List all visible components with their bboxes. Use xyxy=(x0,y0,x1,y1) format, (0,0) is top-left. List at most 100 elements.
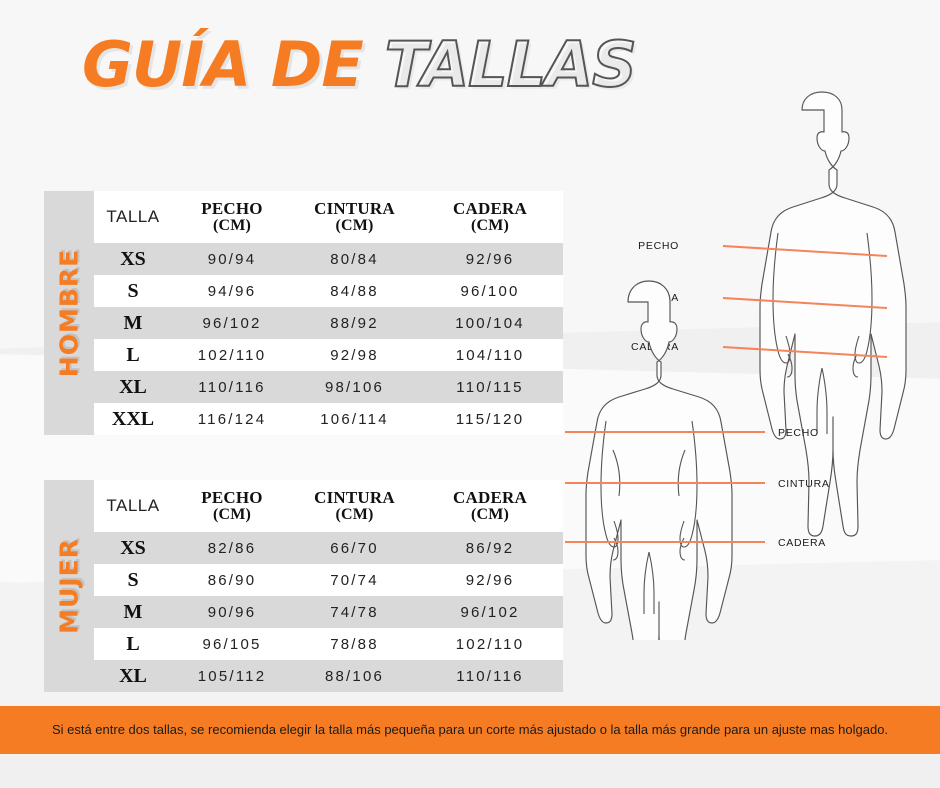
gender-tab-hombre: HOMBRE xyxy=(44,191,94,435)
body-figures-panel: PECHO CINTURA CADERA xyxy=(540,80,940,640)
footer-note-text: Si está entre dos tallas, se recomienda … xyxy=(51,722,889,738)
col-header-pecho: PECHO (CM) xyxy=(172,480,292,532)
col-header-pecho: PECHO (CM) xyxy=(172,191,292,243)
cell-pecho: 82/86 xyxy=(207,539,257,557)
cell-pecho: 94/96 xyxy=(207,282,257,300)
col-header-cadera-unit: (CM) xyxy=(470,505,510,523)
female-label-pecho: PECHO xyxy=(778,427,819,439)
cell-cintura: 74/78 xyxy=(330,603,379,621)
col-header-pecho-text: PECHO xyxy=(201,488,263,508)
female-label-cadera: CADERA xyxy=(778,537,826,549)
col-header-cintura-text: CINTURA xyxy=(314,488,395,508)
cell-size: M xyxy=(123,311,143,334)
cell-cadera: 96/102 xyxy=(460,603,520,621)
cell-pecho: 116/124 xyxy=(197,410,267,428)
col-header-talla: TALLA xyxy=(106,496,160,515)
col-header-cadera: CADERA (CM) xyxy=(417,480,563,532)
cell-cintura: 84/88 xyxy=(330,282,379,300)
cell-cintura: 106/114 xyxy=(320,410,389,428)
table-header-mujer: TALLA PECHO (CM) CINTURA (CM) CADERA (CM… xyxy=(94,480,563,532)
col-header-cadera-text: CADERA xyxy=(453,199,527,219)
col-header-pecho-text: PECHO xyxy=(201,199,263,219)
table-body-mujer: XS 82/86 66/70 86/92 S 86/90 70/74 92/96… xyxy=(94,532,563,692)
cell-size: XL xyxy=(119,375,147,398)
col-header-cintura: CINTURA (CM) xyxy=(292,480,417,532)
cell-size: XXL xyxy=(111,407,155,430)
cell-cadera: 110/116 xyxy=(456,667,524,685)
col-header-cintura-text: CINTURA xyxy=(314,199,395,219)
cell-cadera: 102/110 xyxy=(455,635,525,653)
table-mujer: TALLA PECHO (CM) CINTURA (CM) CADERA (CM… xyxy=(94,480,563,692)
col-header-pecho-unit: (CM) xyxy=(212,216,252,234)
cell-size: S xyxy=(127,568,139,591)
col-header-cadera-text: CADERA xyxy=(453,488,527,508)
cell-size: S xyxy=(127,279,139,302)
table-row: XL 105/112 88/106 110/116 xyxy=(94,660,563,692)
col-header-cintura: CINTURA (CM) xyxy=(292,191,417,243)
men-size-table-block: HOMBRE TALLA PECHO (CM) CINTURA (CM) xyxy=(44,191,563,435)
cell-cadera: 115/120 xyxy=(455,410,525,428)
table-row: M 96/102 88/92 100/104 xyxy=(94,307,563,339)
page-title: GUÍA DE TALLAS xyxy=(82,28,638,101)
table-row: L 96/105 78/88 102/110 xyxy=(94,628,563,660)
cell-size: L xyxy=(126,343,140,366)
table-body-hombre: XS 90/94 80/84 92/96 S 94/96 84/88 96/10… xyxy=(94,243,563,435)
gender-label-mujer: MUJER xyxy=(54,538,84,634)
cell-cadera: 110/115 xyxy=(456,378,524,396)
title-secondary: TALLAS xyxy=(384,28,638,101)
male-cadera-line xyxy=(722,346,888,358)
female-body-figure: PECHO CINTURA CADERA xyxy=(565,280,830,640)
table-row: S 94/96 84/88 96/100 xyxy=(94,275,563,307)
cell-pecho: 90/96 xyxy=(207,603,257,621)
table-row: S 86/90 70/74 92/96 xyxy=(94,564,563,596)
cell-cintura: 80/84 xyxy=(330,250,379,268)
cell-pecho: 110/116 xyxy=(198,378,266,396)
table-row: XL 110/116 98/106 110/115 xyxy=(94,371,563,403)
cell-size: L xyxy=(126,632,140,655)
table-row: M 90/96 74/78 96/102 xyxy=(94,596,563,628)
cell-pecho: 96/105 xyxy=(202,635,262,653)
male-pecho-line xyxy=(722,245,888,257)
male-label-pecho: PECHO xyxy=(638,240,679,252)
cell-cintura: 98/106 xyxy=(324,378,385,396)
women-size-table-block: MUJER TALLA PECHO (CM) CINTURA (CM) xyxy=(44,480,563,692)
col-header-pecho-unit: (CM) xyxy=(212,505,252,523)
table-hombre: TALLA PECHO (CM) CINTURA (CM) CADERA (CM… xyxy=(94,191,563,435)
cell-cintura: 92/98 xyxy=(330,346,379,364)
female-label-cintura: CINTURA xyxy=(778,478,830,490)
cell-size: XL xyxy=(119,664,147,687)
table-row: XXL 116/124 106/114 115/120 xyxy=(94,403,563,435)
cell-cadera: 100/104 xyxy=(455,314,525,332)
cell-cintura: 88/106 xyxy=(324,667,385,685)
col-header-talla: TALLA xyxy=(106,207,160,226)
cell-cadera: 92/96 xyxy=(465,571,515,589)
col-header-cadera: CADERA (CM) xyxy=(417,191,563,243)
cell-cintura: 78/88 xyxy=(330,635,379,653)
title-primary: GUÍA DE xyxy=(82,28,364,101)
cell-cadera: 104/110 xyxy=(455,346,525,364)
male-cintura-line xyxy=(722,297,888,309)
cell-cadera: 86/92 xyxy=(465,539,515,557)
footer-note-bar: Si está entre dos tallas, se recomienda … xyxy=(0,706,940,754)
cell-pecho: 90/94 xyxy=(207,250,257,268)
cell-cintura: 66/70 xyxy=(330,539,379,557)
cell-size: M xyxy=(123,600,143,623)
cell-cintura: 88/92 xyxy=(330,314,379,332)
table-header-hombre: TALLA PECHO (CM) CINTURA (CM) CADERA (CM… xyxy=(94,191,563,243)
col-header-cintura-unit: (CM) xyxy=(335,505,374,523)
col-header-cadera-unit: (CM) xyxy=(470,216,510,234)
cell-pecho: 96/102 xyxy=(202,314,262,332)
cell-pecho: 105/112 xyxy=(197,667,267,685)
table-row: XS 90/94 80/84 92/96 xyxy=(94,243,563,275)
cell-size: XS xyxy=(120,247,146,270)
cell-size: XS xyxy=(120,536,146,559)
cell-pecho: 86/90 xyxy=(207,571,257,589)
gender-tab-mujer: MUJER xyxy=(44,480,94,692)
table-row: XS 82/86 66/70 86/92 xyxy=(94,532,563,564)
cell-cadera: 96/100 xyxy=(460,282,520,300)
gender-label-hombre: HOMBRE xyxy=(54,248,84,378)
col-header-cintura-unit: (CM) xyxy=(335,216,374,234)
cell-cintura: 70/74 xyxy=(330,571,379,589)
cell-cadera: 92/96 xyxy=(465,250,515,268)
